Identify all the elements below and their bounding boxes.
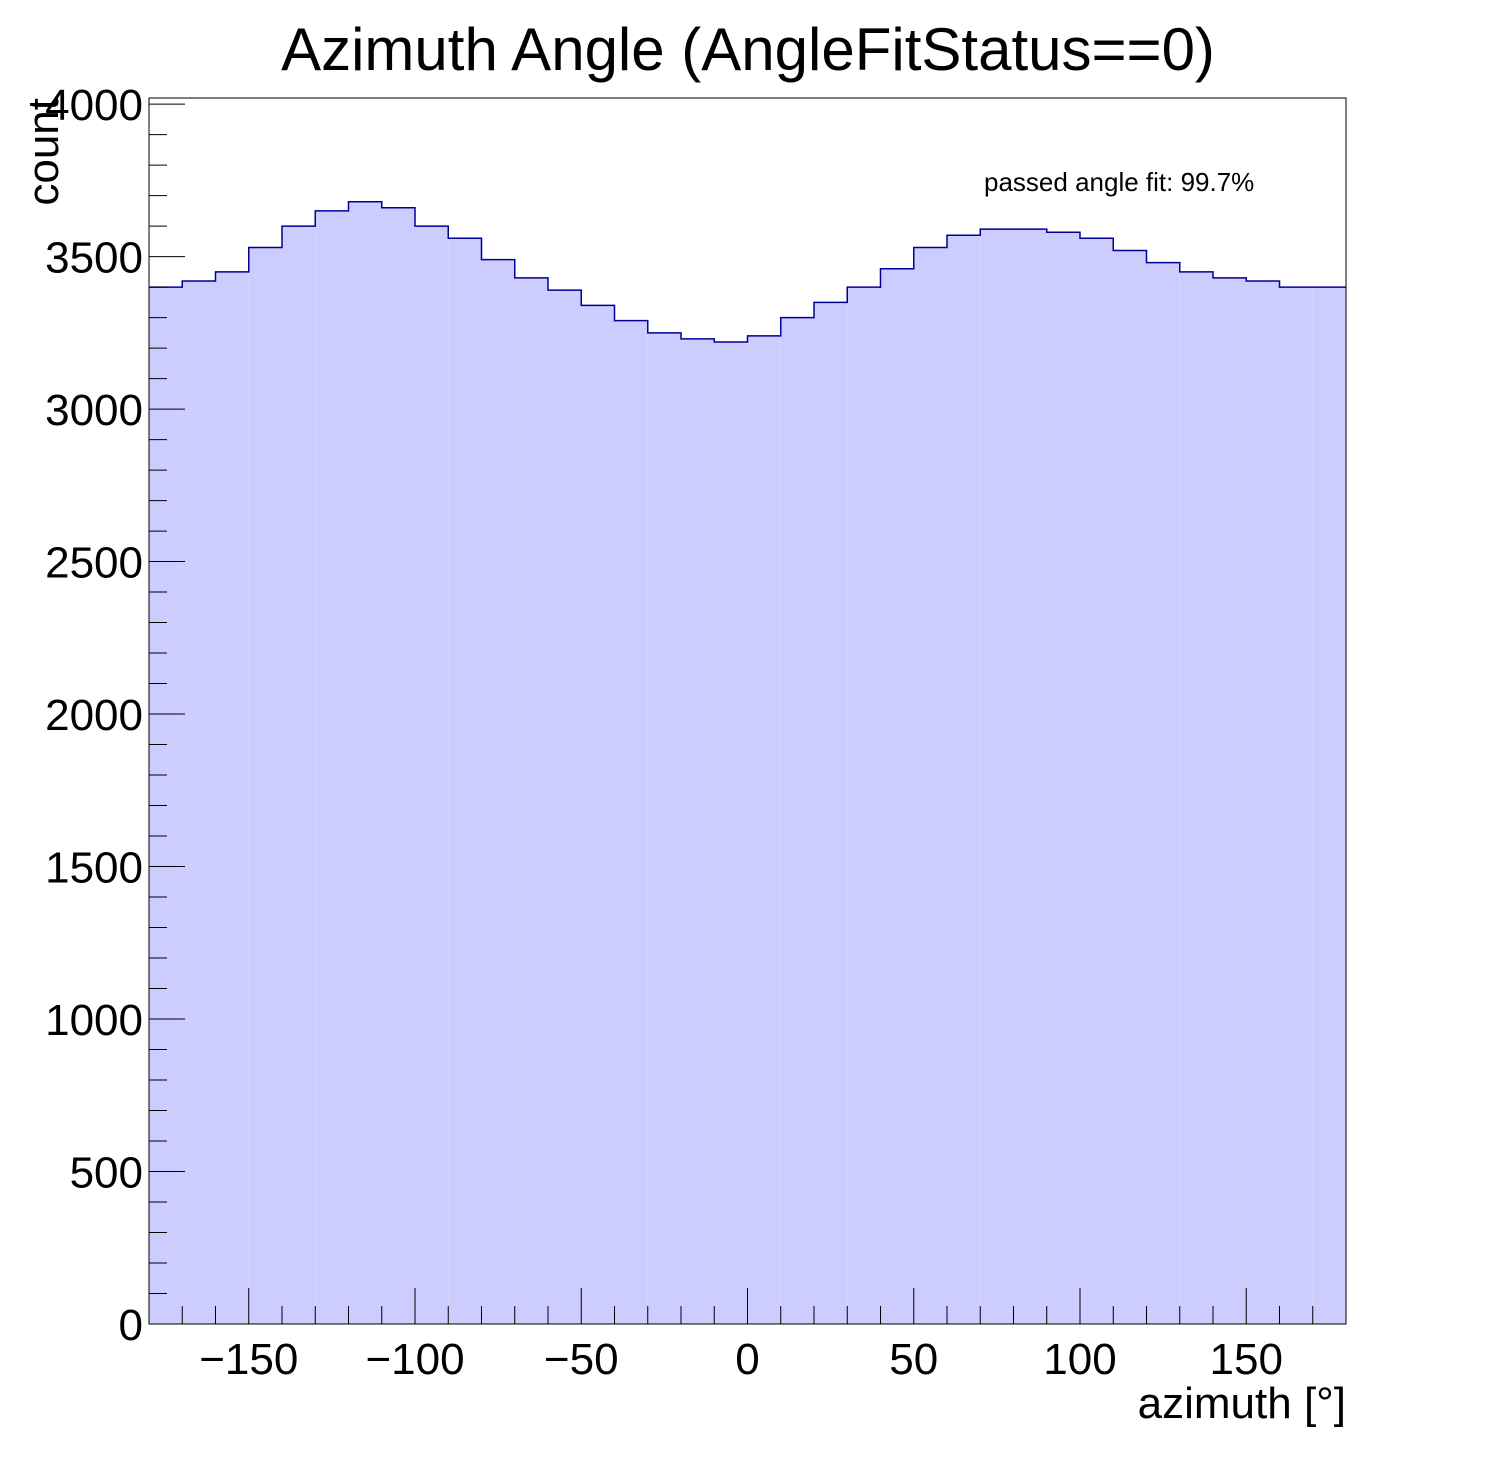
x-tick-label: −100 — [365, 1335, 464, 1384]
y-axis-ticks — [149, 103, 185, 1325]
y-tick-label: 1000 — [45, 996, 143, 1045]
histogram-bin — [913, 247, 947, 1325]
histogram-bin — [1312, 287, 1346, 1324]
histogram-bin — [248, 247, 282, 1325]
histogram-bin — [1279, 287, 1313, 1324]
x-tick-label: 150 — [1210, 1335, 1283, 1384]
x-tick-label: 0 — [735, 1335, 759, 1384]
y-tick-label: 3000 — [45, 386, 143, 435]
histogram-bin — [814, 302, 848, 1324]
histogram-bin — [847, 287, 881, 1324]
histogram-bin — [1146, 262, 1180, 1325]
histogram-bin — [514, 277, 548, 1325]
histogram-bin — [481, 259, 515, 1324]
histogram-bin — [681, 338, 715, 1324]
plot-area — [149, 200, 1346, 1325]
histogram-bin — [182, 280, 216, 1324]
histogram-bin — [1013, 229, 1047, 1325]
histogram-bin — [714, 341, 748, 1324]
x-axis-tick-labels: −150 −100 −50 0 50 100 150 — [199, 1335, 1283, 1384]
y-tick-label: 0 — [119, 1301, 143, 1350]
histogram-bin — [282, 226, 316, 1324]
x-tick-label: −150 — [199, 1335, 298, 1384]
y-tick-label: 3500 — [45, 234, 143, 283]
histogram-bin — [1113, 250, 1147, 1325]
histogram-bin — [1213, 277, 1247, 1325]
y-tick-label: 500 — [70, 1149, 143, 1198]
y-tick-label: 2500 — [45, 539, 143, 588]
histogram-bin — [315, 210, 349, 1324]
histogram-bin — [1080, 238, 1114, 1324]
y-tick-label: 4000 — [45, 81, 143, 130]
histogram-bin — [647, 332, 681, 1325]
histogram-bin — [1046, 232, 1080, 1324]
histogram-bin — [415, 226, 449, 1324]
histogram-bin — [548, 290, 582, 1325]
histogram-bin — [747, 335, 781, 1324]
histogram-bin — [348, 201, 382, 1325]
y-axis-tick-labels: 0 500 1000 1500 2000 2500 3000 3500 4000 — [45, 81, 143, 1350]
histogram-bin — [947, 235, 981, 1325]
x-axis-ticks — [181, 1288, 1314, 1324]
y-axis-title: count — [19, 98, 68, 206]
x-tick-label: 100 — [1043, 1335, 1116, 1384]
histogram-bin — [215, 271, 249, 1324]
histogram-bin — [614, 320, 648, 1324]
histogram-bin — [880, 268, 914, 1324]
y-tick-label: 2000 — [45, 691, 143, 740]
x-tick-label: −50 — [544, 1335, 619, 1384]
histogram-bin — [381, 207, 415, 1325]
x-tick-label: 50 — [889, 1335, 938, 1384]
histogram-bin — [1179, 271, 1213, 1324]
histogram-bin — [448, 238, 482, 1324]
x-axis-title: azimuth [°] — [1138, 1379, 1346, 1428]
histogram-bin — [780, 317, 814, 1324]
histogram-bin — [581, 305, 615, 1325]
histogram-bin — [980, 229, 1014, 1325]
histogram-bin — [1246, 280, 1280, 1324]
passed-fit-annotation: passed angle fit: 99.7% — [984, 167, 1254, 197]
histogram-outline — [149, 200, 1346, 343]
y-tick-label: 1500 — [45, 844, 143, 893]
chart-title: Azimuth Angle (AngleFitStatus==0) — [281, 16, 1215, 83]
